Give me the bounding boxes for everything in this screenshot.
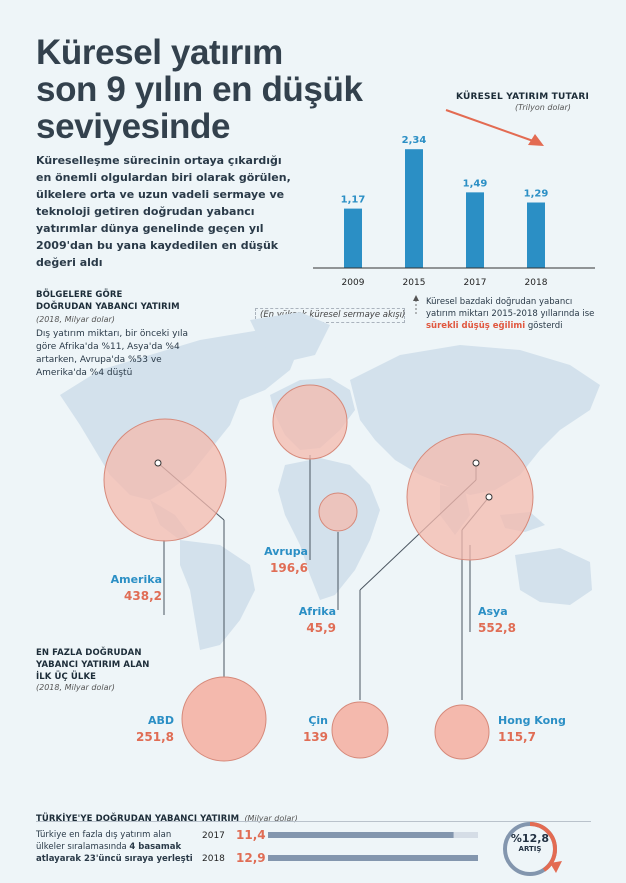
peak-connector (410, 294, 422, 320)
bar-value-label: 1,29 (524, 189, 549, 200)
peak-note: (En yüksek küresel sermaye akışı) (255, 308, 405, 323)
title-line-1: Küresel yatırım (36, 33, 283, 72)
x-tick-label: 2018 (525, 278, 548, 288)
location-dot-hong-kong (485, 493, 493, 501)
global-chart-title: KÜRESEL YATIRIM TUTARI (456, 92, 590, 102)
region-value: 438,2 (124, 589, 162, 603)
bubble-asya (406, 433, 534, 561)
country-value: 251,8 (136, 730, 174, 744)
trend-note: Küresel bazdaki doğrudan yabancı yatırım… (426, 296, 601, 332)
top-countries-header: EN FAZLA DOĞRUDAN YABANCI YATIRIM ALAN İ… (36, 647, 149, 692)
increase-gauge-icon (503, 822, 562, 876)
x-tick-label: 2009 (342, 278, 365, 288)
turkey-divider (36, 821, 591, 822)
country-value: 115,7 (498, 730, 536, 744)
bubble-abd (181, 676, 267, 762)
x-tick-label: 2015 (403, 278, 426, 288)
page-title: Küresel yatırım son 9 yılın en düşük sev… (36, 34, 426, 145)
country-label-hong-kong: Hong Kong 115,7 (498, 714, 578, 744)
bubble-hong-kong (434, 704, 490, 760)
region-name: Asya (478, 605, 508, 618)
turkey-year-label: 2017 (202, 831, 225, 841)
trend-note-suffix: gösterdi (525, 321, 563, 331)
bubble-avrupa (272, 384, 348, 460)
location-dot-abd (154, 459, 162, 467)
increase-label: ARTIŞ (518, 845, 542, 853)
region-value: 196,6 (270, 561, 308, 575)
bubble-afrika (318, 492, 358, 532)
trend-note-highlight: sürekli düşüş eğilimi (426, 321, 526, 331)
turkey-year-label: 2018 (202, 854, 225, 864)
global-investment-chart: 1,17 2009 2,34 2015 1,49 2017 1,29 2018 (313, 135, 595, 288)
country-name: ABD (147, 714, 174, 727)
turkey-text-line-2: ülkeler sıralamasında 4 basamak (36, 841, 206, 853)
turkey-value-label: 12,9 (236, 851, 266, 865)
country-name: Çin (308, 714, 328, 727)
turkey-unit: (Milyar dolar) (244, 814, 298, 823)
global-chart-unit: (Trilyon dolar) (515, 103, 571, 112)
bar-value-label: 1,49 (463, 178, 488, 189)
regions-title-line-2: DOĞRUDAN YABANCI YATIRIM (36, 302, 180, 312)
downtrend-arrow-icon (445, 109, 544, 146)
regions-header: BÖLGELERE GÖRE DOĞRUDAN YABANCI YATIRIM … (36, 289, 196, 380)
title-line-2: son 9 yılın en düşük (36, 70, 363, 109)
turkey-investment-chart: 2017 11,4 2018 12,9 (202, 828, 478, 865)
increase-badge: %12,8 ARTIŞ (500, 832, 560, 853)
country-label-cin: Çin 139 (290, 714, 328, 744)
top-countries-title-line-1: EN FAZLA DOĞRUDAN (36, 648, 142, 658)
top-countries-title-line-2: YABANCI YATIRIM ALAN (36, 660, 150, 670)
title-line-3: seviyesinde (36, 107, 231, 146)
turkey-description: Türkiye en fazla dış yatırım alan ülkele… (36, 829, 206, 865)
location-dot-cin (472, 459, 480, 467)
bar-2015 (405, 149, 423, 268)
region-value: 45,9 (306, 621, 336, 635)
country-name: Hong Kong (498, 714, 566, 727)
turkey-text-line-1: Türkiye en fazla dış yatırım alan (36, 830, 172, 840)
region-label-amerika: Amerika 438,2 (104, 573, 162, 603)
region-label-afrika: Afrika 45,9 (280, 605, 336, 635)
bubble-cin (331, 701, 389, 759)
top-countries-unit: (2018, Milyar dolar) (36, 683, 115, 692)
country-label-abd: ABD 251,8 (120, 714, 174, 744)
bubble-amerika (103, 418, 227, 542)
regions-title-line-1: BÖLGELERE GÖRE (36, 290, 123, 300)
turkey-header: TÜRKİYE'YE DOĞRUDAN YABANCI YATIRIM (Mil… (36, 806, 298, 825)
turkey-text-line-2-bold: 4 basamak (129, 842, 182, 852)
turkey-bar-2018 (268, 855, 478, 861)
region-label-asya: Asya 552,8 (478, 605, 548, 635)
regions-unit: (2018, Milyar dolar) (36, 315, 115, 324)
top-countries-title-line-3: İLK ÜÇ ÜLKE (36, 672, 97, 682)
increase-value: %12,8 (510, 832, 550, 845)
intro-text: Küreselleşme sürecinin ortaya çıkardığı … (36, 154, 291, 269)
region-name: Avrupa (264, 545, 308, 558)
country-value: 139 (302, 730, 328, 744)
bar-2009 (344, 208, 362, 268)
x-tick-label: 2017 (464, 278, 487, 288)
turkey-text-line-2-prefix: ülkeler sıralamasında (36, 842, 130, 852)
turkey-text-line-3: atlayarak 23'üncü sıraya yerleşti (36, 854, 193, 864)
bar-2017 (466, 192, 484, 268)
region-name: Amerika (110, 573, 162, 586)
bar-value-label: 1,17 (341, 195, 366, 206)
turkey-bar-2017 (268, 832, 454, 838)
turkey-value-label: 11,4 (236, 828, 266, 842)
turkey-title: TÜRKİYE'YE DOĞRUDAN YABANCI YATIRIM (36, 814, 240, 824)
regions-description: Dış yatırım miktarı, bir önceki yıla gör… (36, 329, 189, 378)
bar-2018 (527, 202, 545, 268)
region-label-avrupa: Avrupa 196,6 (252, 545, 308, 575)
region-value: 552,8 (478, 621, 516, 635)
trend-note-text: Küresel bazdaki doğrudan yabancı yatırım… (426, 297, 595, 319)
bar-value-label: 2,34 (402, 135, 427, 146)
region-name: Afrika (298, 605, 336, 618)
